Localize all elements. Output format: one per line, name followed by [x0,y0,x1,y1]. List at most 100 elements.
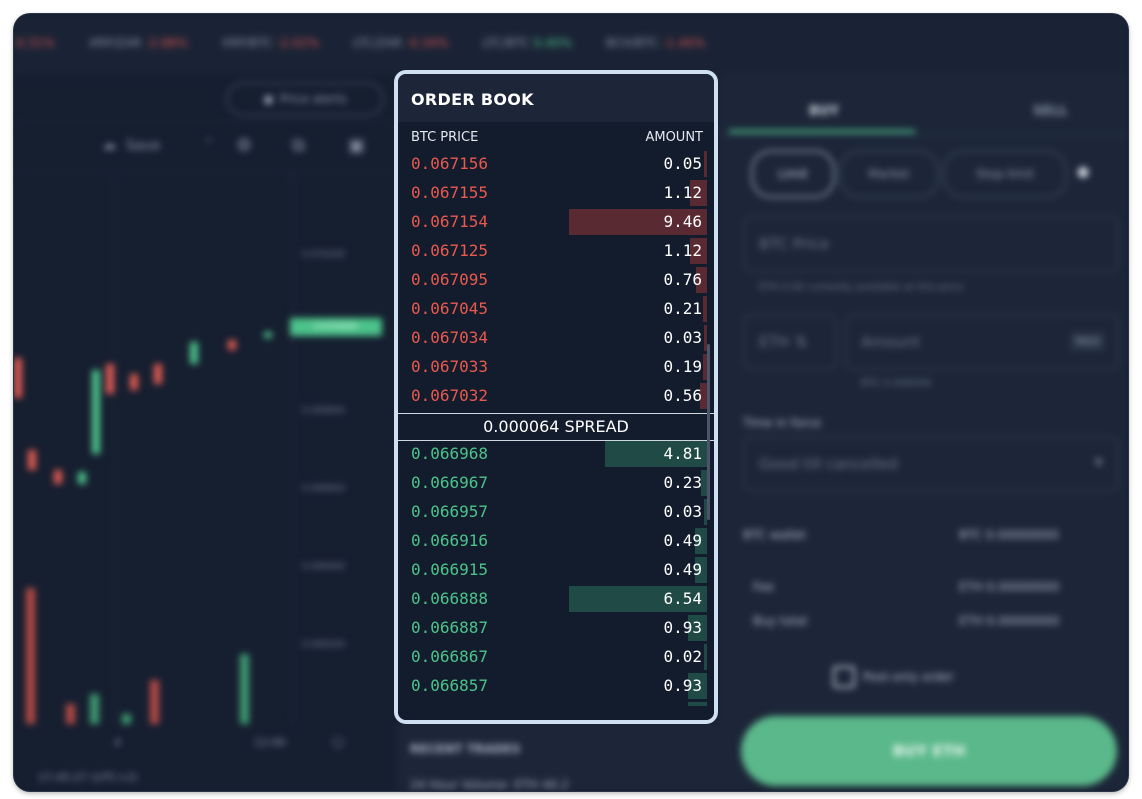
ticker-item[interactable]: XRP/BTC -2.02% [222,36,320,50]
background-ui: -0.31% XRP/ZAR -2.88% XRP/BTC -2.02% LTC/ZAR -… [14,14,1128,791]
bid-row[interactable]: 0.066957 0.03 [398,498,714,527]
tab-buy[interactable]: BUY [809,104,839,119]
time-in-force-select[interactable]: Good till cancelled ▼ [743,436,1119,492]
depth-bar [695,557,707,583]
availability-note: ETH 0.00 currently available at this pri… [759,282,964,293]
candle [264,332,272,338]
bell-icon: ● [263,92,274,106]
bid-amount: 0.23 [663,473,702,492]
ticker-pair: XRP/ZAR [88,36,142,50]
ask-amount: 0.21 [663,299,702,318]
ticker-bar: -0.31% XRP/ZAR -2.88% XRP/BTC -2.02% LTC/ZAR -… [14,14,1128,73]
bid-row[interactable]: 0.066867 0.02 [398,643,714,672]
post-only-checkbox[interactable] [833,666,855,688]
volume-bar [122,714,131,724]
save-button[interactable]: Save [126,138,161,154]
ask-row[interactable]: 0.067156 0.05 [398,150,714,179]
ask-row[interactable]: 0.067032 0.56 [398,382,714,411]
bid-row[interactable]: 0.066915 0.49 [398,556,714,585]
bid-amount: 4.81 [663,444,702,463]
time-in-force-label: Time in force [743,416,822,430]
ask-amount: 0.19 [663,357,702,376]
recent-trades-panel: RECENT TRADES 24 Hour Volume: ETH 40.2 [396,722,717,791]
limit-button[interactable]: Limit [751,150,835,198]
ask-row[interactable]: 0.067095 0.76 [398,266,714,295]
ask-amount: 1.12 [663,241,702,260]
bid-row[interactable]: 0.066916 0.49 [398,527,714,556]
ask-row[interactable]: 0.067155 1.12 [398,179,714,208]
current-price-label: 0.070000 [290,318,382,336]
bid-row[interactable]: 0.066967 0.23 [398,469,714,498]
order-book-scrollbar[interactable] [707,344,710,520]
amount-placeholder: Amount [861,333,920,351]
wallet-label: BTC wallet [743,528,806,542]
help-icon[interactable]: ● [1077,164,1090,180]
trade-panel: BUY SELL Limit Market Stop-limit ● BTC P… [717,72,1128,791]
amount-btc: BTC 0.000000 [861,378,932,389]
bid-amount: 0.03 [663,502,702,521]
buy-eth-button[interactable]: BUY ETH [741,716,1117,786]
ask-row[interactable]: 0.067033 0.19 [398,353,714,382]
depth-bar [704,325,707,351]
ask-amount: 1.12 [663,183,702,202]
ticker-pair: LTC/ZAR [353,36,402,50]
max-button[interactable]: MAX [1070,332,1105,351]
volume-bar [26,588,35,724]
ask-price: 0.067045 [411,299,489,318]
tab-sell[interactable]: SELL [1033,104,1068,119]
amount-input[interactable]: Amount MAX [845,314,1119,370]
fee-value: ETH 0.00000000 [959,580,1060,594]
ticker-change: -2.02% [276,36,320,50]
recent-trades-title: RECENT TRADES [410,742,521,756]
ticker-item[interactable]: LTC/ZAR -0.34% [353,36,448,50]
ticker-change: -2.88% [145,36,188,50]
ticker-item[interactable]: XRP/ZAR -2.88% [88,36,187,50]
stop-limit-button[interactable]: Stop-limit [943,150,1067,198]
volume-bar [90,694,99,724]
ask-price: 0.067033 [411,357,489,376]
ask-row[interactable]: 0.067045 0.21 [398,295,714,324]
ask-row[interactable]: 0.067154 9.46 [398,208,714,237]
post-only-label: Post-only order [863,670,954,684]
gear-icon[interactable]: ⚙ [236,135,253,156]
price-chart[interactable]: 0.070200 0.070000 0.069800 0.069600 0.06… [14,174,394,724]
time-label: 12:00 [254,736,286,749]
axis-price-label: 0.070200 [302,250,345,260]
ask-amount: 0.56 [663,386,702,405]
volume-bar [66,704,75,724]
market-button[interactable]: Market [839,150,939,198]
chart-header: ● Price alerts [14,72,396,123]
currency-toggle[interactable]: ETH ⇅ [743,314,837,370]
ticker-change: -0.34% [405,36,449,50]
bid-row[interactable]: 0.066968 4.81 [398,440,714,469]
axis-price-label: 0.069200 [302,640,345,650]
reset-icon[interactable]: ○ [332,734,345,750]
ask-row[interactable]: 0.067034 0.03 [398,324,714,353]
ticker-item[interactable]: BCH/BTC -1.46% [606,36,705,50]
bid-row[interactable]: 0.066887 0.93 [398,614,714,643]
column-header-amount: AMOUNT [645,130,703,145]
bid-amount: 0.93 [663,618,702,637]
price-alerts-button[interactable]: ● Price alerts [226,82,384,116]
ask-price: 0.067154 [411,212,489,231]
bid-row[interactable]: 0.066888 6.54 [398,585,714,614]
ask-row[interactable]: 0.067125 1.12 [398,237,714,266]
depth-bar [704,151,707,177]
ask-amount: 9.46 [663,212,702,231]
order-book-header: ORDER BOOK [398,74,714,122]
depth-bar [696,267,707,293]
bid-amount: 0.02 [663,647,702,666]
time-in-force-value: Good till cancelled [759,455,898,473]
ask-rows: 0.067156 0.05 0.067155 1.12 0.067154 9.46 0.06… [398,150,714,411]
buy-total-label: Buy total [753,614,808,628]
bid-amount: 0.93 [663,676,702,695]
chevron-down-icon[interactable]: ˅ [206,138,213,154]
camera-icon[interactable]: ▣ [348,135,366,156]
price-input[interactable]: BTC Price [743,216,1119,272]
ticker-item[interactable]: LTC/BTC 0.40% [482,36,571,50]
bid-row[interactable]: 0.066857 0.93 [398,672,714,701]
candle [190,342,198,364]
ticker-item[interactable]: -0.31% [14,36,54,50]
ticker-pair: LTC/BTC [482,36,530,50]
fullscreen-icon[interactable]: ⧉ [292,135,305,156]
